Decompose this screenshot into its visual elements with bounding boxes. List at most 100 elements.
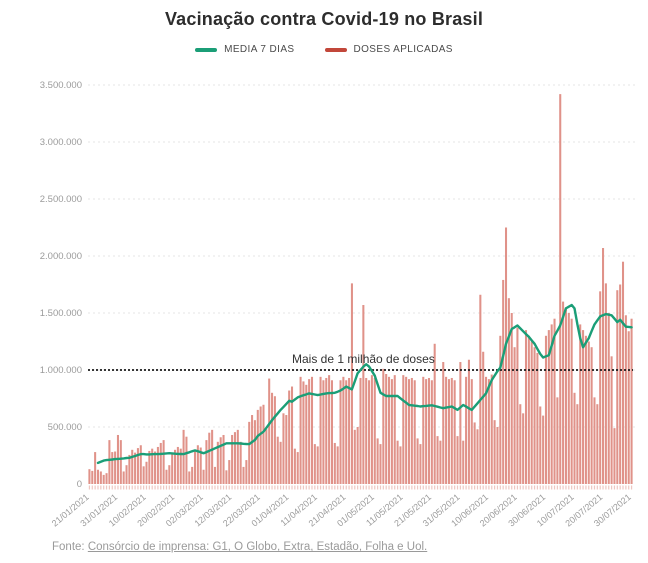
day-tick bbox=[428, 485, 430, 490]
day-tick bbox=[385, 485, 387, 490]
day-tick bbox=[348, 485, 350, 490]
dose-bar bbox=[419, 444, 422, 484]
day-tick bbox=[542, 485, 544, 490]
dose-bar bbox=[425, 379, 428, 484]
dose-bar bbox=[233, 432, 236, 484]
dose-bar bbox=[142, 466, 145, 484]
dose-bar bbox=[507, 298, 510, 484]
dose-bar bbox=[616, 290, 619, 484]
dose-bar bbox=[154, 451, 157, 484]
dose-bar bbox=[542, 415, 545, 484]
day-tick bbox=[231, 485, 233, 490]
dose-bar bbox=[282, 413, 285, 484]
day-tick bbox=[511, 485, 513, 490]
dose-bar bbox=[439, 440, 442, 484]
dose-bar bbox=[539, 406, 542, 484]
dose-bar bbox=[310, 376, 314, 484]
dose-bar bbox=[333, 442, 336, 484]
day-tick bbox=[94, 485, 96, 490]
dose-bar bbox=[191, 466, 194, 484]
dose-bar bbox=[473, 422, 476, 484]
day-tick bbox=[114, 485, 116, 490]
dose-bar bbox=[125, 465, 128, 484]
source-prefix: Fonte: bbox=[52, 541, 88, 553]
day-tick bbox=[448, 485, 450, 490]
dose-bar bbox=[202, 469, 205, 484]
day-tick bbox=[317, 485, 319, 490]
dose-bar bbox=[519, 404, 522, 484]
day-tick bbox=[305, 485, 307, 490]
dose-bar bbox=[584, 335, 587, 484]
dose-bar bbox=[602, 248, 605, 484]
dose-bar bbox=[559, 94, 562, 485]
dose-bar bbox=[405, 376, 408, 484]
day-tick bbox=[431, 485, 433, 490]
dose-bar bbox=[390, 379, 393, 484]
day-tick bbox=[302, 485, 305, 490]
day-tick bbox=[354, 485, 356, 490]
day-tick bbox=[571, 485, 573, 490]
dose-bar bbox=[245, 460, 248, 484]
day-tick bbox=[145, 485, 148, 490]
dose-bar bbox=[353, 429, 356, 484]
dose-bar bbox=[94, 452, 97, 484]
day-tick bbox=[374, 485, 376, 490]
day-tick bbox=[180, 485, 182, 490]
day-tick bbox=[394, 485, 396, 490]
day-tick bbox=[573, 485, 576, 490]
dose-bar bbox=[593, 397, 596, 484]
day-tick bbox=[622, 485, 624, 490]
day-tick bbox=[382, 485, 384, 490]
day-tick bbox=[562, 485, 564, 490]
dose-bar bbox=[302, 381, 305, 484]
dose-bar bbox=[379, 444, 382, 484]
chart-title: Vacinação contra Covid-19 no Brasil bbox=[164, 9, 484, 29]
day-tick bbox=[294, 485, 296, 490]
y-tick-label: 2.500.000 bbox=[40, 194, 82, 205]
day-tick bbox=[214, 485, 216, 490]
day-tick bbox=[379, 485, 382, 490]
dose-bar bbox=[487, 379, 490, 484]
day-tick bbox=[297, 485, 299, 490]
dose-bar bbox=[368, 380, 371, 484]
day-tick bbox=[265, 485, 267, 490]
dose-bar bbox=[339, 380, 342, 484]
day-tick bbox=[565, 485, 567, 490]
dose-bar bbox=[570, 318, 573, 484]
day-tick bbox=[436, 485, 439, 490]
day-tick bbox=[508, 485, 510, 490]
day-tick bbox=[105, 485, 108, 490]
day-tick bbox=[151, 485, 153, 490]
dose-bar bbox=[219, 437, 222, 484]
dose-bar bbox=[231, 434, 234, 484]
dose-bar bbox=[322, 380, 325, 484]
dose-bar bbox=[607, 313, 610, 484]
dose-bar bbox=[430, 380, 433, 484]
dose-bar bbox=[627, 331, 630, 484]
day-tick bbox=[237, 485, 239, 490]
day-tick bbox=[434, 485, 436, 490]
dose-bar bbox=[442, 362, 445, 484]
dose-bar bbox=[613, 428, 616, 484]
dose-bar bbox=[91, 470, 94, 484]
dose-bar bbox=[156, 446, 159, 484]
day-tick bbox=[337, 485, 339, 490]
day-tick bbox=[596, 485, 598, 490]
day-tick bbox=[154, 485, 156, 490]
dose-bar bbox=[328, 375, 331, 484]
day-tick bbox=[539, 485, 541, 490]
day-tick bbox=[516, 485, 519, 490]
source-link[interactable]: Consórcio de imprensa: G1, O Globo, Extr… bbox=[87, 541, 428, 553]
dose-bar bbox=[273, 396, 276, 484]
day-tick bbox=[131, 485, 133, 490]
day-tick bbox=[479, 485, 481, 490]
day-tick bbox=[191, 485, 193, 490]
dose-bar bbox=[630, 318, 633, 484]
day-tick bbox=[476, 485, 479, 490]
day-tick bbox=[462, 485, 464, 490]
dose-bar bbox=[524, 330, 528, 484]
day-tick bbox=[111, 485, 113, 490]
dose-bar bbox=[370, 375, 373, 484]
dose-bar bbox=[513, 347, 516, 484]
